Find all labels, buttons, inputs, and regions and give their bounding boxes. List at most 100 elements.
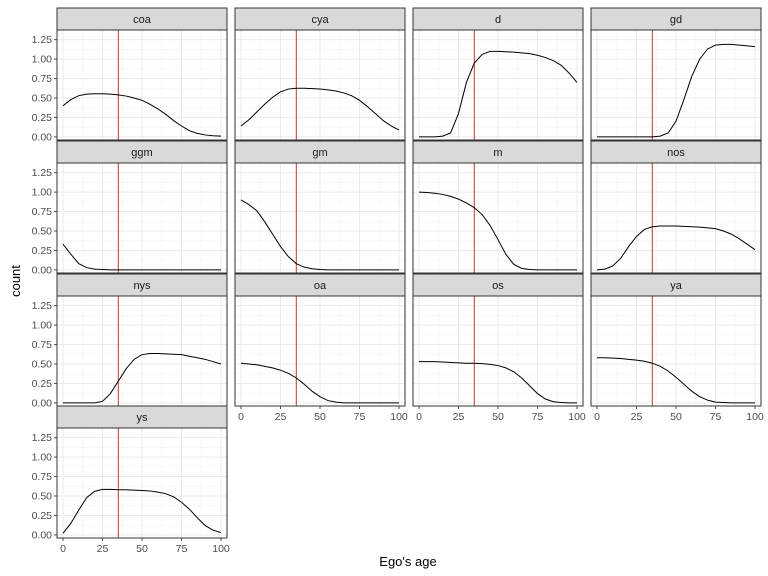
facet-strip: [412, 7, 584, 31]
series-line-coa: [62, 93, 222, 137]
facet-strip: [56, 7, 228, 31]
y-tick-label: 0.00: [32, 529, 53, 541]
series-line-ggm: [62, 243, 221, 271]
facet-strip-label: ya: [670, 280, 683, 292]
series-line-d: [419, 50, 578, 138]
x-axis-title: Ego's age: [379, 554, 436, 569]
x-tick-label: 25: [97, 543, 109, 555]
x-tick-label: 0: [594, 411, 600, 423]
y-tick-label: 0.00: [32, 397, 53, 409]
y-tick-label: 1.00: [32, 54, 53, 66]
x-tick-label: 50: [136, 543, 148, 555]
x-tick-label: 75: [710, 411, 722, 423]
y-tick-label: 0.25: [32, 510, 53, 522]
x-tick-label: 100: [212, 543, 230, 555]
facet-strip: [234, 140, 406, 164]
x-tick-label: 100: [390, 411, 408, 423]
y-tick-label: 0.75: [32, 73, 53, 85]
x-tick-label: 0: [416, 411, 422, 423]
facet-panel-ys: ys 0.00 0.25 0.50 0.75 1.00 1.25 0 25 50 75 100: [32, 405, 230, 555]
y-tick-label: 0.25: [32, 112, 53, 124]
series-line-nys: [63, 353, 222, 404]
facet-panel-gm: gm: [234, 140, 406, 274]
x-tick-label: 50: [314, 411, 326, 423]
facet-strip: [590, 273, 762, 297]
facet-strip: [412, 273, 584, 297]
y-tick-label: 0.75: [32, 339, 53, 351]
facet-strip-label: d: [495, 14, 501, 26]
series-line-nos: [596, 225, 756, 271]
y-tick-label: 0.50: [32, 93, 53, 105]
x-tick-label: 75: [532, 411, 544, 423]
x-tick-label: 0: [238, 411, 244, 423]
series-line-os: [419, 361, 577, 404]
facet-panel-ya: ya 0 25 50 75 100: [590, 273, 764, 423]
facet-strip-label: ggm: [131, 147, 152, 159]
series-line-gm: [240, 199, 399, 271]
x-tick-label: 100: [746, 411, 764, 423]
x-tick-label: 75: [354, 411, 366, 423]
series-line-oa: [240, 362, 399, 404]
series-line-ya: [597, 357, 755, 404]
y-tick-label: 1.00: [32, 320, 53, 332]
series-line-gd: [597, 43, 756, 138]
facet-panel-oa: oa 0 25 50 75 100: [234, 273, 408, 423]
y-axis-title: count: [8, 265, 23, 297]
series-line-cya: [240, 87, 400, 131]
x-tick-label: 75: [176, 543, 188, 555]
y-tick-label: 1.00: [32, 452, 53, 464]
facet-panel-m: m: [412, 140, 584, 274]
facet-strip: [56, 273, 228, 297]
x-tick-label: 0: [60, 543, 66, 555]
series-line-ys: [62, 488, 222, 534]
facet-strip-label: cya: [311, 14, 329, 26]
y-tick-label: 0.50: [32, 359, 53, 371]
y-tick-label: 0.25: [32, 245, 53, 257]
x-tick-label: 50: [670, 411, 682, 423]
facet-panel-gd: gd: [590, 7, 762, 141]
facet-strip-label: coa: [133, 14, 152, 26]
facet-strip: [56, 405, 228, 429]
facet-strip: [56, 140, 228, 164]
x-tick-label: 25: [453, 411, 465, 423]
x-tick-label: 100: [568, 411, 586, 423]
facet-strip: [590, 140, 762, 164]
facet-strip: [234, 273, 406, 297]
facet-panel-cya: cya: [234, 7, 406, 141]
facet-strip-label: ys: [137, 412, 149, 424]
facet-strip: [412, 140, 584, 164]
y-tick-label: 0.50: [32, 226, 53, 238]
y-tick-label: 1.25: [32, 432, 53, 444]
facet-strip-label: gd: [670, 14, 682, 26]
facet-strip-label: nys: [133, 280, 151, 292]
y-tick-label: 1.25: [32, 300, 53, 312]
facet-panel-coa: coa 0.00 0.25 0.50 0.75 1.00 1.25: [32, 7, 228, 143]
x-tick-label: 50: [492, 411, 504, 423]
facet-strip-label: os: [492, 280, 504, 292]
facet-strip-label: m: [493, 147, 502, 159]
y-tick-label: 1.25: [32, 167, 53, 179]
y-tick-label: 0.75: [32, 206, 53, 218]
y-tick-label: 0.00: [32, 131, 53, 143]
facet-strip-label: oa: [314, 280, 327, 292]
facet-strip-label: gm: [312, 147, 327, 159]
y-tick-label: 0.25: [32, 378, 53, 390]
facet-panel-os: os 0 25 50 75 100: [412, 273, 586, 423]
facet-panel-nys: nys 0.00 0.25 0.50 0.75 1.00 1.25: [32, 273, 228, 409]
y-tick-label: 0.50: [32, 491, 53, 503]
series-line-m: [418, 191, 577, 271]
facet-strip: [590, 7, 762, 31]
facet-panel-nos: nos: [590, 140, 762, 274]
y-tick-label: 0.75: [32, 471, 53, 483]
facet-strip-label: nos: [667, 147, 685, 159]
facet-panel-ggm: ggm 0.00 0.25 0.50 0.75 1.00 1.25: [32, 140, 228, 276]
y-tick-label: 0.00: [32, 264, 53, 276]
x-tick-label: 25: [275, 411, 287, 423]
facet-strip: [234, 7, 406, 31]
facet-panel-d: d: [412, 7, 584, 141]
x-tick-label: 25: [631, 411, 643, 423]
y-tick-label: 1.25: [32, 34, 53, 46]
y-tick-label: 1.00: [32, 187, 53, 199]
panels-layer: coa 0.00 0.25 0.50 0.75 1.00 1.25 cya d gd ggm 0.00…: [32, 7, 764, 555]
